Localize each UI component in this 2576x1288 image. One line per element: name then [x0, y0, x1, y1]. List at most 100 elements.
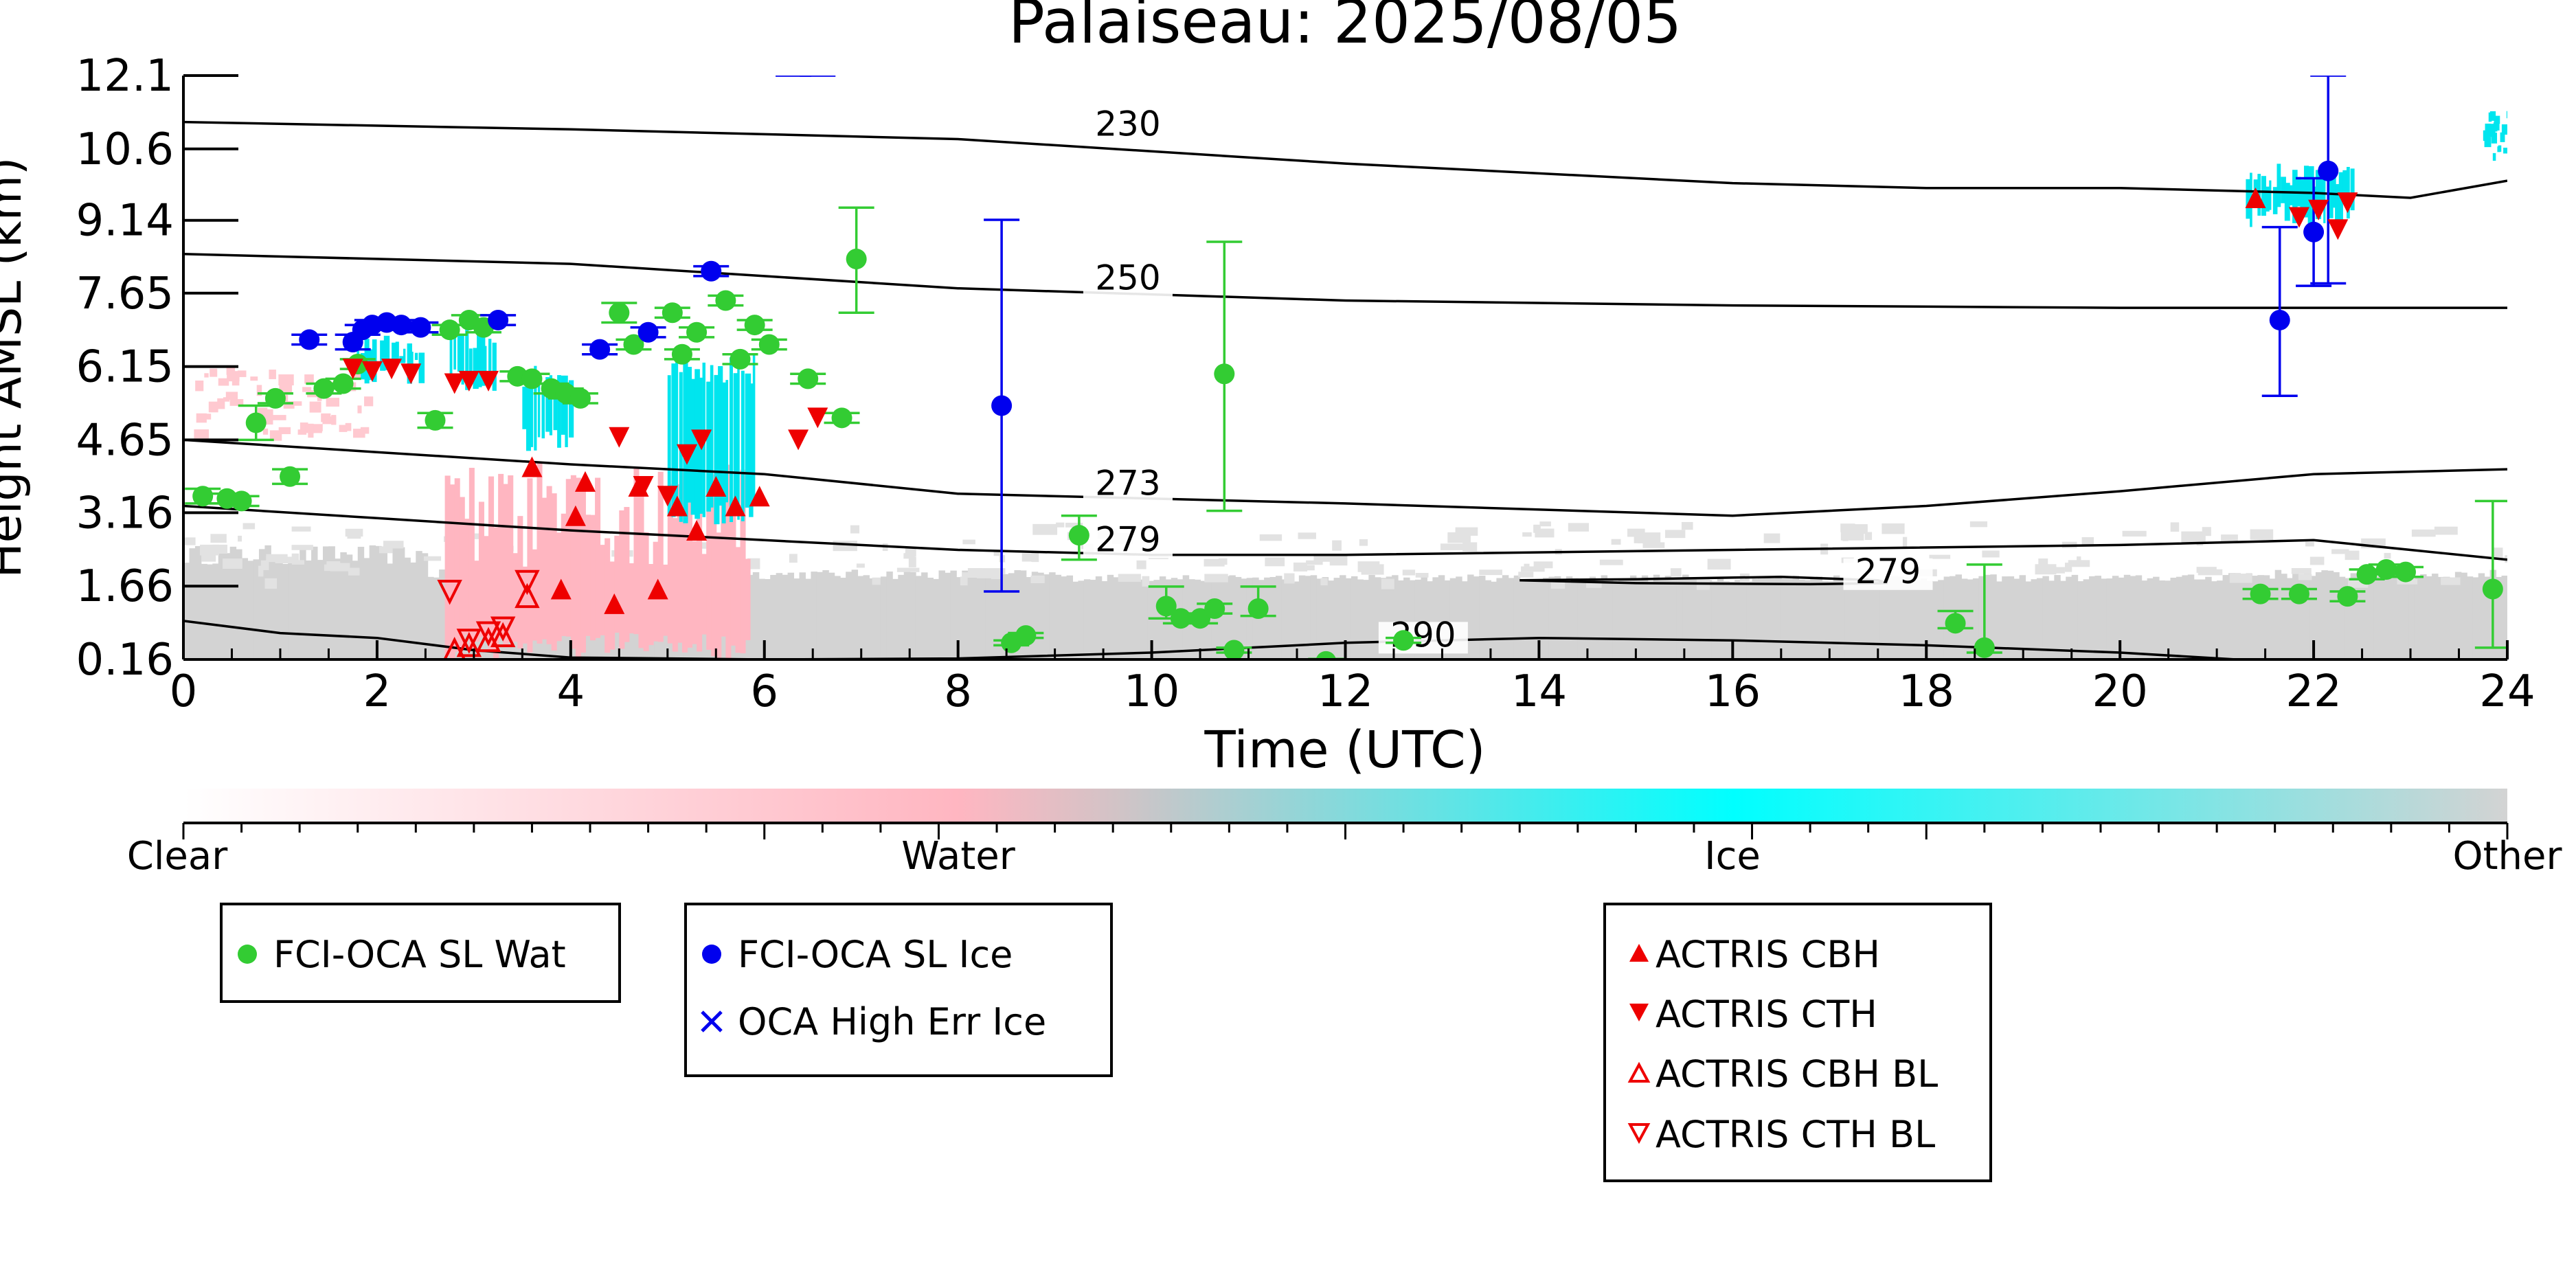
phase-other-column: [1031, 572, 1039, 659]
phase-other-column: [2182, 575, 2189, 659]
point-actris-cth: [807, 407, 828, 429]
phase-other-column: [1473, 576, 1480, 659]
phase-other-column: [880, 576, 888, 659]
phase-other-column: [799, 572, 806, 659]
phase-ice-column: [534, 365, 537, 451]
phase-other-column: [764, 578, 771, 659]
phase-other-column: [1101, 581, 1108, 659]
phase-other-column: [1153, 580, 1160, 659]
phase-other-column: [985, 571, 992, 659]
phase-other-column: [973, 576, 980, 659]
phase-water-column: [478, 501, 484, 637]
phase-water-column: [454, 478, 460, 652]
x-tick-label: 24: [2479, 666, 2535, 717]
phase-water-speck: [208, 401, 218, 413]
phase-other-speck: [260, 560, 269, 570]
point-oca-wat: [662, 302, 683, 324]
phase-other-column: [1705, 580, 1713, 659]
phase-water-column: [619, 510, 625, 649]
phase-other-column: [218, 550, 225, 659]
phase-other-column: [1421, 576, 1427, 659]
point-oca-ice: [637, 321, 659, 343]
phase-other-column: [270, 561, 278, 659]
phase-ice-column: [694, 369, 700, 519]
phase-ice-column: [480, 328, 486, 386]
phase-ice-speck: [2506, 126, 2507, 135]
point-oca-wat: [2356, 564, 2377, 585]
phase-other-column: [1932, 581, 1939, 659]
point-oca-wat: [744, 315, 765, 336]
x-tick-label: 4: [556, 666, 585, 717]
phase-other-speck: [982, 568, 1006, 574]
point-actris-cbh: [725, 495, 746, 517]
phase-other-speck: [856, 563, 865, 568]
phase-water-column: [677, 484, 683, 643]
phase-ice-column: [492, 342, 497, 391]
phase-other-column: [1351, 576, 1358, 659]
phase-other-column: [1868, 581, 1875, 659]
phase-ice-column: [733, 373, 738, 502]
phase-water-column: [633, 468, 640, 635]
legend-label-cbh: ACTRIS CBH: [1656, 933, 1880, 976]
phase-other-speck: [1902, 536, 1908, 547]
colorbar-ticks: [182, 823, 2509, 839]
phase-other-column: [1926, 580, 1933, 659]
legend-label-cth: ACTRIS CTH: [1656, 993, 1877, 1036]
phase-other-column: [1345, 578, 1352, 659]
phase-other-column: [1822, 581, 1829, 659]
phase-other-column: [427, 576, 434, 659]
phase-other-speck: [326, 561, 341, 569]
phase-other-speck: [1763, 533, 1781, 543]
phase-other-column: [1810, 578, 1817, 659]
phase-other-speck: [2170, 522, 2180, 532]
phase-other-column: [1374, 577, 1381, 659]
phase-other-speck: [238, 535, 242, 542]
phase-other-column: [1938, 580, 1945, 659]
phase-other-column: [2263, 575, 2270, 659]
phase-other-column: [1432, 577, 1439, 659]
phase-other-column: [2211, 581, 2218, 659]
point-actris-cth: [2308, 199, 2329, 221]
point-oca-wat: [1247, 598, 1269, 619]
phase-other-speck: [1332, 540, 1342, 551]
phase-ice-column: [407, 343, 412, 384]
phase-other-column: [1775, 575, 1782, 659]
phase-other-column: [1717, 576, 1724, 659]
phase-other-column: [387, 563, 394, 659]
phase-other-speck: [2068, 560, 2090, 567]
phase-water-speck: [308, 429, 314, 438]
phase-other-speck: [789, 554, 798, 563]
point-actris-cbh: [666, 495, 688, 517]
phase-other-column: [1879, 580, 1887, 659]
phase-water-column: [493, 527, 499, 659]
phase-other-speck: [908, 556, 916, 567]
phase-other-column: [1676, 578, 1684, 659]
phase-other-column: [2454, 572, 2462, 659]
point-oca-wat: [313, 378, 335, 399]
phase-other-column: [1688, 577, 1695, 659]
phase-other-speck: [1118, 574, 1141, 582]
phase-ice-column: [553, 381, 558, 431]
phase-water-column: [590, 515, 596, 641]
phase-other-column: [305, 560, 313, 659]
phase-other-column: [375, 545, 382, 659]
point-oca-wat: [1945, 613, 1966, 634]
phase-water-column: [735, 547, 741, 653]
phase-other-column: [892, 578, 899, 659]
phase-other-column: [1223, 576, 1230, 659]
phase-other-column: [416, 551, 422, 659]
phase-other-column: [1735, 580, 1741, 659]
phase-ice-speck: [2494, 115, 2500, 124]
phase-other-column: [2443, 576, 2450, 659]
phase-other-column: [1844, 578, 1852, 659]
phase-other-column: [288, 559, 295, 659]
phase-other-column: [2228, 573, 2235, 659]
phase-other-column: [2100, 578, 2108, 659]
phase-other-column: [2007, 576, 2015, 659]
point-oca-wat: [1170, 608, 1191, 629]
phase-other-column: [1293, 581, 1300, 659]
phase-other-speck: [1664, 530, 1686, 539]
phase-other-column: [868, 578, 876, 659]
phase-other-speck: [1533, 524, 1541, 533]
phase-other-column: [1276, 576, 1283, 659]
